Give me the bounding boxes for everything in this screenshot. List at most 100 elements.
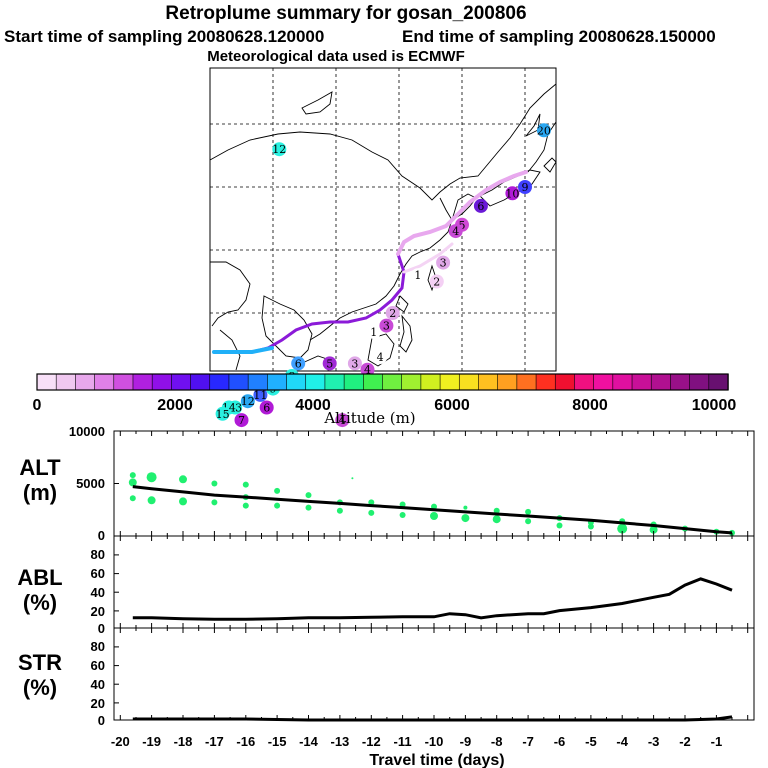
alt-cluster-point [493, 507, 500, 514]
map-marker-label: 12 [241, 395, 255, 408]
alt-cluster-point [274, 487, 281, 494]
str-panel: STR (%) 80 60 40 20 0 [18, 627, 755, 728]
map-marker [335, 413, 350, 428]
str-line [132, 715, 733, 722]
map-marker [272, 142, 287, 157]
alt-ytick-0: 0 [98, 528, 105, 543]
str-ytick-80: 80 [91, 639, 105, 654]
abl-yticks [114, 554, 119, 629]
x-tick-label: -9 [460, 734, 472, 749]
alt-cluster-point [336, 507, 343, 514]
colorbar-tick-6000: 6000 [434, 397, 470, 414]
map-marker-label: 1 [370, 326, 377, 339]
map-marker [373, 350, 388, 365]
colorbar-cell [324, 373, 345, 391]
alt-scatter-points [128, 472, 735, 536]
colorbar-frame [36, 373, 729, 391]
alt-cluster-point [525, 508, 532, 515]
map-marker [215, 406, 230, 421]
altitude-colorbar: 0 2000 4000 6000 8000 10000 Altitude (m) [33, 373, 736, 427]
alt-cluster-point [399, 512, 406, 518]
map-marker-label: 3 [440, 257, 447, 270]
alt-cluster-point [351, 477, 354, 480]
abl-panel-frame [113, 535, 755, 629]
colorbar-title: Altitude (m) [323, 409, 415, 427]
trajectory-west-segment [212, 346, 274, 354]
colorbar-cell [593, 373, 614, 391]
map-marker-label: 11 [253, 389, 267, 402]
colorbar-cell [670, 373, 691, 391]
abl-panel-label: ABL [17, 565, 62, 590]
alt-cluster-point [211, 480, 218, 487]
map-marker-label: 2 [389, 307, 396, 320]
alt-cluster-point [587, 523, 594, 530]
alt-cluster-point [242, 481, 249, 488]
map-marker-label: 3 [383, 320, 390, 333]
colorbar-cell [382, 373, 403, 391]
alt-cluster-point [431, 503, 437, 510]
x-tick-label: -1 [711, 734, 723, 749]
abl-ytick-20: 20 [91, 604, 105, 619]
trajectory-paths [212, 170, 528, 354]
map-marker [379, 318, 394, 333]
map-marker-label: 5 [459, 219, 466, 232]
alt-cluster-point [146, 472, 157, 483]
map-marker-label: 5 [326, 357, 333, 370]
colorbar-cell [75, 373, 96, 391]
map-marker [385, 306, 400, 320]
map-marker [448, 224, 463, 239]
abl-ytick-0: 0 [98, 621, 105, 636]
colorbar-cell [497, 373, 518, 391]
alt-cluster-point [463, 505, 468, 510]
alt-panel-unit: (m) [23, 480, 57, 505]
alt-cluster-point [242, 502, 249, 509]
str-ytick-0: 0 [98, 713, 105, 728]
str-panel-unit: (%) [23, 675, 57, 700]
alt-panel-frame [113, 430, 755, 537]
x-tick-label: -16 [236, 734, 255, 749]
x-tick-label: -13 [331, 734, 350, 749]
figure-title: Retroplume summary for gosan_200806 [165, 3, 526, 24]
str-panel-label: STR [18, 650, 62, 675]
map-gridlines [210, 68, 556, 371]
alt-panel-label: ALT [19, 455, 61, 480]
map-marker-label: 2 [433, 276, 440, 289]
colorbar-cell [612, 373, 633, 391]
end-time-label: End time of sampling 20080628.150000 [402, 27, 716, 46]
x-tick-label: -8 [491, 734, 503, 749]
alt-cluster-point [274, 502, 281, 509]
map-marker [518, 180, 532, 194]
x-tick-label: -4 [616, 734, 628, 749]
colorbar-cell [650, 373, 672, 391]
abl-ytick-60: 60 [91, 566, 105, 581]
trajectory-northeast-segment [396, 170, 528, 256]
trajectory-branch-segment [402, 242, 454, 274]
map-marker [536, 123, 551, 138]
map-marker [347, 356, 362, 371]
x-tick-label: -7 [522, 734, 534, 749]
abl-line [132, 577, 733, 621]
x-tick-label: -18 [174, 734, 193, 749]
alt-cluster-point [211, 499, 218, 506]
x-tick-label: -20 [111, 734, 130, 749]
colorbar-tick-2000: 2000 [157, 397, 193, 414]
alt-cluster-point [556, 522, 563, 529]
colorbar-cell [132, 373, 153, 391]
abl-panel: ABL (%) 80 60 40 20 0 [17, 535, 755, 636]
alt-cluster-point [129, 472, 136, 479]
x-tick-label: -15 [268, 734, 287, 749]
map-marker-label: 4 [452, 225, 459, 238]
alt-ytick-5000: 5000 [76, 476, 105, 491]
alt-cluster-point [525, 518, 532, 525]
colorbar-cell [247, 373, 269, 391]
str-ytick-60: 60 [91, 658, 105, 673]
x-tick-label: -12 [362, 734, 381, 749]
alt-cluster-point [492, 515, 501, 524]
x-tick-label: -19 [142, 734, 161, 749]
colorbar-cell [708, 373, 729, 391]
alt-cluster-point [617, 523, 628, 534]
colorbar-cell [228, 373, 249, 391]
x-tick-label: -10 [425, 734, 444, 749]
alt-cluster-point [179, 475, 187, 484]
